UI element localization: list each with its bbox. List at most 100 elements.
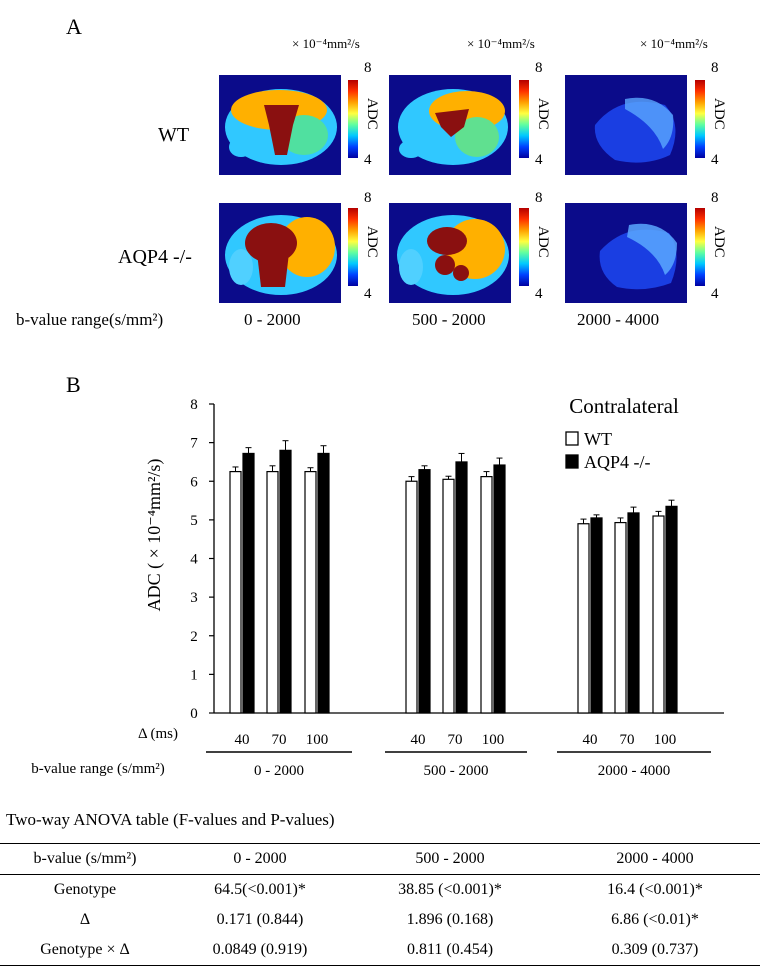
y-axis-label: ADC ( × 10⁻⁴mm²/s) [144,459,165,612]
panel-b-letter: B [66,372,81,397]
bar-aqp4 [590,517,603,714]
adc-map-wt-2000-4000 [565,75,687,175]
row-label-wt: WT [158,124,190,146]
anova-cell: 0.171 (0.844) [216,911,304,928]
bar-wt [229,470,242,714]
colorbar-max: 8 [711,60,719,76]
anova-cell: 0.0849 (0.919) [170,935,350,966]
colorbar-wt-col3 [695,80,705,158]
anova-row-delta: Δ 0.171 (0.844) 1.896 (0.168) 6.86 (<0.0… [0,905,760,935]
colorbar-label: ADC [711,226,727,258]
column-label-0-2000: 0 - 2000 [244,310,301,329]
colorbar-wt-col1 [348,80,358,158]
delta-tick-label: 40 [583,732,598,748]
unit-label-col3: × 10⁻⁴mm²/s [640,36,708,51]
bar-aqp4 [279,449,292,714]
anova-caption: Two-way ANOVA table (F-values and P-valu… [6,810,335,829]
anova-cell: 1.896 (0.168) [406,911,494,928]
anova-cell: 0.811 (0.454) [350,935,550,966]
colorbar-label: ADC [535,98,551,130]
y-tick-label: 0 [190,706,198,722]
colorbar-label: ADC [711,98,727,130]
y-tick-label: 2 [190,629,198,645]
anova-header-cell: b-value (s/mm²) [0,843,170,875]
bar-wt [577,523,590,714]
bar-wt [614,521,627,714]
adc-map-wt-500-2000 [389,75,511,175]
colorbar-aqp4-col2 [519,208,529,286]
anova-cell: Genotype × Δ [0,935,170,966]
column-label-2000-4000: 2000 - 4000 [577,310,660,329]
colorbar-wt-col2 [519,80,529,158]
anova-cell: Genotype [53,881,117,898]
colorbar-min: 4 [535,152,543,168]
bar-aqp4 [627,512,640,714]
bar-wt [304,470,317,714]
anova-row-genotype: Genotype 64.5(<0.001)* 38.85 (<0.001)* 1… [0,875,760,906]
panel-a-letter: A [66,14,82,39]
y-tick-label: 1 [190,667,198,683]
delta-tick-label: 40 [411,732,426,748]
row-label-aqp4: AQP4 -/- [118,246,192,268]
bar-aqp4 [493,464,506,714]
colorbar-aqp4-col3 [695,208,705,286]
legend-label-wt: WT [584,429,612,449]
unit-label-col1: × 10⁻⁴mm²/s [292,36,360,51]
anova-header-row: b-value (s/mm²) 0 - 2000 500 - 2000 2000… [0,843,760,875]
anova-cell: 38.85 (<0.001)* [398,881,502,898]
bar-wt [652,515,665,714]
y-tick-label: 6 [190,474,198,490]
delta-tick-label: 100 [654,732,677,748]
colorbar-min: 4 [535,286,543,302]
delta-tick-label: 70 [620,732,635,748]
bar-wt [405,480,418,714]
colorbar-max: 8 [535,60,543,76]
bar-aqp4 [665,505,678,714]
legend-title: Contralateral [569,394,679,418]
anova-cell: 64.5(<0.001)* [214,881,306,898]
column-label-500-2000: 500 - 2000 [412,310,486,329]
bar-wt [480,476,493,714]
anova-header-cell: 500 - 2000 [350,843,550,875]
legend-swatch-aqp4 [565,454,579,469]
adc-map-aqp4-0-2000 [219,203,341,303]
unit-label-col2: × 10⁻⁴mm²/s [467,36,535,51]
group-label: 2000 - 4000 [598,763,671,779]
anova-cell: 16.4 (<0.001)* [607,881,703,898]
legend-swatch-wt [565,431,579,446]
colorbar-label: ADC [364,98,380,130]
anova-cell: 6.86 (<0.01)* [611,911,699,928]
delta-tick-label: 40 [235,732,250,748]
delta-tick-label: 70 [448,732,463,748]
bar-wt [442,478,455,714]
y-tick-label: 3 [190,590,198,606]
y-tick-label: 4 [190,552,198,568]
adc-map-wt-0-2000 [219,75,341,175]
delta-tick-label: 100 [306,732,329,748]
colorbar-max: 8 [711,190,719,206]
anova-header-cell: 0 - 2000 [170,843,350,875]
bar-aqp4 [455,461,468,714]
colorbar-min: 4 [364,286,372,302]
colorbar-max: 8 [535,190,543,206]
colorbar-label: ADC [364,226,380,258]
colorbar-label: ADC [535,226,551,258]
anova-cell: Δ [79,911,91,928]
bar-aqp4 [242,452,255,714]
colorbar-min: 4 [711,286,719,302]
adc-map-aqp4-500-2000 [389,203,511,303]
group-label: 0 - 2000 [254,763,304,779]
anova-header-cell: 2000 - 4000 [550,843,760,875]
legend-label-aqp4: AQP4 -/- [584,452,651,472]
bar-wt [266,470,279,714]
anova-table: b-value (s/mm²) 0 - 2000 500 - 2000 2000… [0,843,760,966]
delta-tick-label: 70 [272,732,287,748]
bvalue-range-caption: b-value range(s/mm²) [16,310,164,329]
delta-tick-label: 100 [482,732,505,748]
colorbar-min: 4 [711,152,719,168]
colorbar-min: 4 [364,152,372,168]
bvalue-axis-label: b-value range (s/mm²) [31,761,165,777]
anova-row-interaction: Genotype × Δ 0.0849 (0.919) 0.811 (0.454… [0,935,760,966]
y-tick-label: 5 [190,513,198,529]
y-tick-label: 7 [190,436,198,452]
